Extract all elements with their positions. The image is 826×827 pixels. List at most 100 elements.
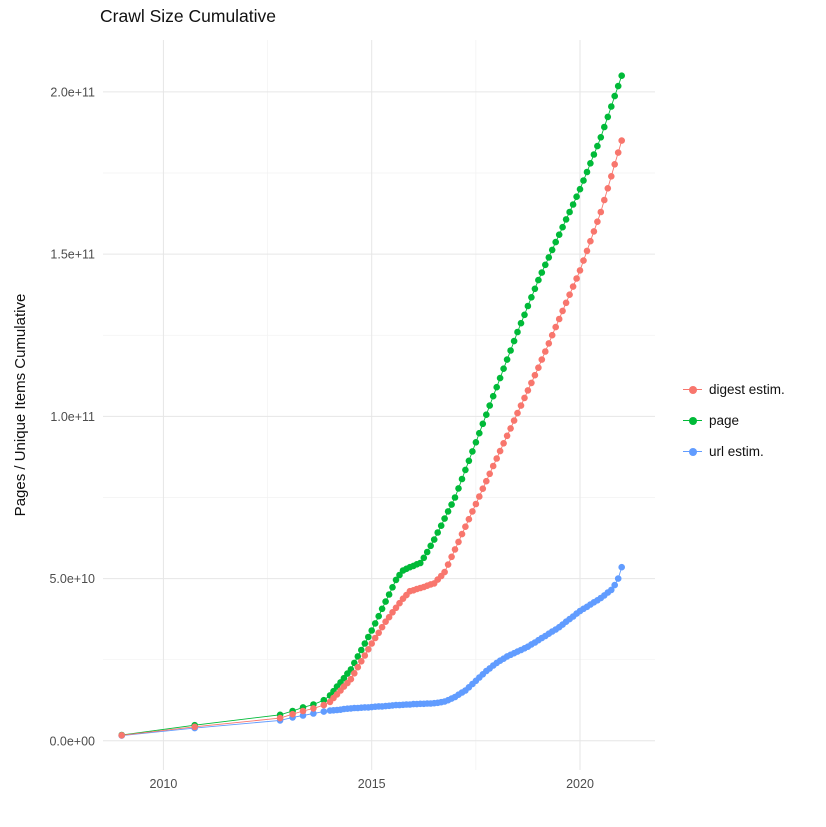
data-point-digest-estim xyxy=(441,568,448,576)
legend-key-icon xyxy=(683,383,702,397)
data-point-page xyxy=(500,365,507,373)
data-point-digest-estim xyxy=(562,299,570,307)
data-point-page xyxy=(608,103,615,110)
data-point-url-estim xyxy=(611,581,618,589)
data-point-digest-estim xyxy=(354,663,362,671)
data-point-page xyxy=(587,160,594,167)
legend-item-page: page xyxy=(683,405,785,436)
data-point-page xyxy=(437,522,445,529)
data-point-digest-estim xyxy=(476,493,483,500)
data-point-page xyxy=(320,696,328,704)
data-point-digest-estim xyxy=(358,658,365,665)
data-point-digest-estim xyxy=(276,714,284,722)
data-point-digest-estim xyxy=(493,455,501,462)
data-point-page xyxy=(496,374,504,382)
legend-key-icon xyxy=(683,445,702,459)
data-point-digest-estim xyxy=(489,462,497,470)
data-point-digest-estim xyxy=(528,379,535,387)
legend-label: digest estim. xyxy=(709,382,785,397)
data-point-page xyxy=(479,420,487,428)
data-point-page xyxy=(371,620,379,627)
data-point-url-estim xyxy=(320,708,328,715)
data-point-page xyxy=(417,559,424,567)
data-point-page xyxy=(493,383,501,391)
data-point-digest-estim xyxy=(535,364,542,372)
chart-title: Crawl Size Cumulative xyxy=(100,6,277,26)
data-point-page xyxy=(614,82,622,90)
data-point-page xyxy=(472,439,480,446)
data-point-page xyxy=(514,328,521,336)
data-point-digest-estim xyxy=(486,470,494,478)
data-point-digest-estim xyxy=(614,149,622,156)
data-point-digest-estim xyxy=(392,604,400,612)
data-point-digest-estim xyxy=(118,732,125,739)
data-point-page xyxy=(548,246,556,254)
data-point-digest-estim xyxy=(583,247,591,255)
data-point-digest-estim xyxy=(531,371,539,379)
data-point-page xyxy=(340,674,348,682)
data-point-digest-estim xyxy=(566,291,573,299)
data-point-digest-estim xyxy=(496,447,504,455)
y-tick-label: 2.0e+11 xyxy=(50,85,95,99)
data-point-page xyxy=(583,168,591,176)
data-point-digest-estim xyxy=(576,267,584,274)
legend: digest estim. page url estim. xyxy=(683,374,785,467)
data-point-page xyxy=(430,536,438,543)
y-tick-label: 1.5e+11 xyxy=(50,248,95,262)
data-point-digest-estim xyxy=(542,348,549,355)
data-point-page xyxy=(538,269,546,276)
data-point-page xyxy=(358,646,365,654)
data-point-digest-estim xyxy=(618,137,625,144)
data-point-page xyxy=(465,457,473,465)
data-point-page xyxy=(392,576,400,584)
data-point-page xyxy=(604,113,612,121)
x-tick-label: 2015 xyxy=(358,777,386,791)
data-point-page xyxy=(489,392,497,400)
data-point-digest-estim xyxy=(517,402,525,409)
data-point-digest-estim xyxy=(594,218,601,225)
data-point-digest-estim xyxy=(608,173,615,180)
y-tick-label: 5.0e+10 xyxy=(49,572,95,586)
data-point-page xyxy=(441,515,448,522)
data-point-digest-estim xyxy=(573,275,580,282)
data-point-page xyxy=(569,201,577,208)
data-point-page xyxy=(458,475,466,483)
data-point-page xyxy=(469,448,476,455)
data-point-digest-estim xyxy=(462,523,469,530)
data-point-page xyxy=(462,466,469,474)
data-point-digest-estim xyxy=(351,670,358,677)
y-axis-label: Pages / Unique Items Cumulative xyxy=(12,293,29,517)
data-point-page xyxy=(545,254,553,261)
data-point-page xyxy=(354,653,362,660)
data-point-digest-estim xyxy=(458,530,466,538)
data-point-page xyxy=(444,508,452,515)
legend-item-url-estim: url estim. xyxy=(683,436,785,467)
data-point-digest-estim xyxy=(601,196,608,204)
data-point-digest-estim xyxy=(444,561,452,568)
data-point-digest-estim xyxy=(465,515,473,523)
legend-label: url estim. xyxy=(709,444,764,459)
data-point-page xyxy=(580,177,587,184)
data-point-page xyxy=(517,319,525,327)
data-point-digest-estim xyxy=(389,609,396,616)
data-point-digest-estim xyxy=(299,707,307,715)
data-point-digest-estim xyxy=(580,257,587,264)
data-point-digest-estim xyxy=(396,599,403,607)
data-point-digest-estim xyxy=(524,387,532,394)
data-point-page xyxy=(559,223,566,231)
data-point-page xyxy=(611,92,618,100)
data-point-digest-estim xyxy=(510,417,518,424)
data-point-url-estim xyxy=(614,575,622,582)
data-point-digest-estim xyxy=(289,710,296,718)
data-point-digest-estim xyxy=(191,723,198,731)
data-point-digest-estim xyxy=(375,629,383,637)
data-point-digest-estim xyxy=(469,508,476,515)
data-point-page xyxy=(451,494,459,501)
data-point-digest-estim xyxy=(500,440,507,447)
data-point-digest-estim xyxy=(451,546,459,553)
data-point-digest-estim xyxy=(552,323,559,331)
data-point-digest-estim xyxy=(559,307,566,315)
data-point-page xyxy=(361,640,369,647)
data-point-digest-estim xyxy=(548,331,556,339)
